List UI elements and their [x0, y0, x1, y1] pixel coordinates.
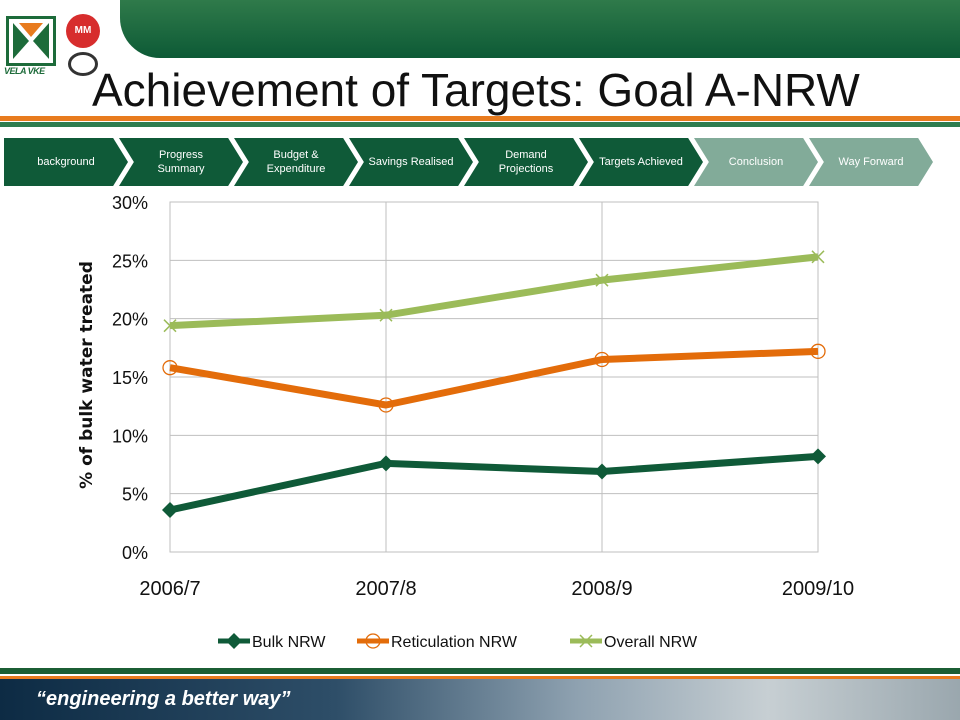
legend-label: Bulk NRW — [252, 634, 326, 651]
legend-label: Overall NRW — [604, 634, 698, 651]
data-point-overall-nrw — [379, 308, 393, 322]
nav-item-background[interactable]: background — [4, 138, 128, 186]
series-line-reticulation-nrw — [169, 347, 819, 409]
data-point-reticulation-nrw — [594, 351, 610, 368]
y-tick-label: 30% — [112, 193, 148, 213]
velavke-logo-text: VELA VKE — [4, 66, 45, 76]
nav-item-conclusion[interactable]: Conclusion — [694, 138, 818, 186]
nrw-line-chart: 0% 5% 10% 15% 20% 25% 30% 2006/7 2007/8 2008/9 200… — [0, 188, 960, 668]
section-nav: background Progress Summary Budget & Exp… — [4, 138, 944, 188]
data-point-overall-nrw — [595, 273, 609, 287]
legend-label: Reticulation NRW — [391, 634, 518, 651]
footer-photo-band — [0, 679, 960, 720]
nav-item-budget-expenditure[interactable]: Budget & Expenditure — [234, 138, 358, 186]
nav-item-way-forward[interactable]: Way Forward — [809, 138, 933, 186]
header: VELA VKE MM Achievement of Targets: Goal… — [0, 0, 960, 140]
series-line-overall-nrw — [169, 253, 819, 330]
data-point-reticulation-nrw — [378, 397, 394, 413]
x-tick-label: 2006/7 — [139, 578, 200, 600]
footer-stripe-green — [0, 668, 960, 674]
y-tick-label: 0% — [122, 543, 148, 563]
nav-item-progress-summary[interactable]: Progress Summary — [119, 138, 243, 186]
velavke-logo — [6, 16, 56, 66]
nav-item-targets-achieved[interactable]: Targets Achieved — [579, 138, 703, 186]
sabs-logo — [68, 52, 98, 76]
data-point-bulk-nrw — [810, 448, 826, 465]
y-axis-title: % of bulk water treated — [77, 261, 97, 489]
legend-marker — [365, 633, 381, 649]
y-tick-label: 10% — [112, 426, 148, 446]
nav-item-savings-realised[interactable]: Savings Realised — [349, 138, 473, 186]
footer-tagline: “engineering a better way” — [36, 688, 291, 710]
data-point-overall-nrw — [163, 319, 177, 333]
data-point-reticulation-nrw — [810, 343, 826, 359]
y-tick-label: 25% — [112, 251, 148, 271]
data-point-bulk-nrw — [162, 502, 178, 518]
legend-marker — [579, 634, 593, 648]
footer-stripe-orange — [0, 676, 960, 679]
mm-logo: MM — [66, 14, 100, 48]
y-tick-label: 15% — [112, 368, 148, 388]
header-band — [120, 0, 960, 58]
x-tick-label: 2008/9 — [571, 578, 632, 600]
x-tick-label: 2007/8 — [355, 578, 416, 600]
nav-item-demand-projections[interactable]: Demand Projections — [464, 138, 588, 186]
series-line-bulk-nrw — [169, 452, 819, 514]
x-tick-label: 2009/10 — [782, 578, 854, 600]
header-stripes — [0, 116, 960, 132]
data-point-reticulation-nrw — [162, 360, 178, 376]
y-tick-label: 20% — [112, 310, 148, 330]
legend-marker — [226, 633, 242, 649]
chart-svg: 0% 5% 10% 15% 20% 25% 30% 2006/7 2007/8 2008/9 200… — [77, 193, 854, 651]
data-point-overall-nrw — [811, 250, 825, 264]
data-point-bulk-nrw — [378, 455, 394, 472]
y-tick-label: 5% — [122, 485, 148, 505]
page-title: Achievement of Targets: Goal A-NRW — [92, 64, 860, 116]
data-point-bulk-nrw — [594, 463, 610, 480]
footer: “engineering a better way” — [0, 668, 960, 720]
